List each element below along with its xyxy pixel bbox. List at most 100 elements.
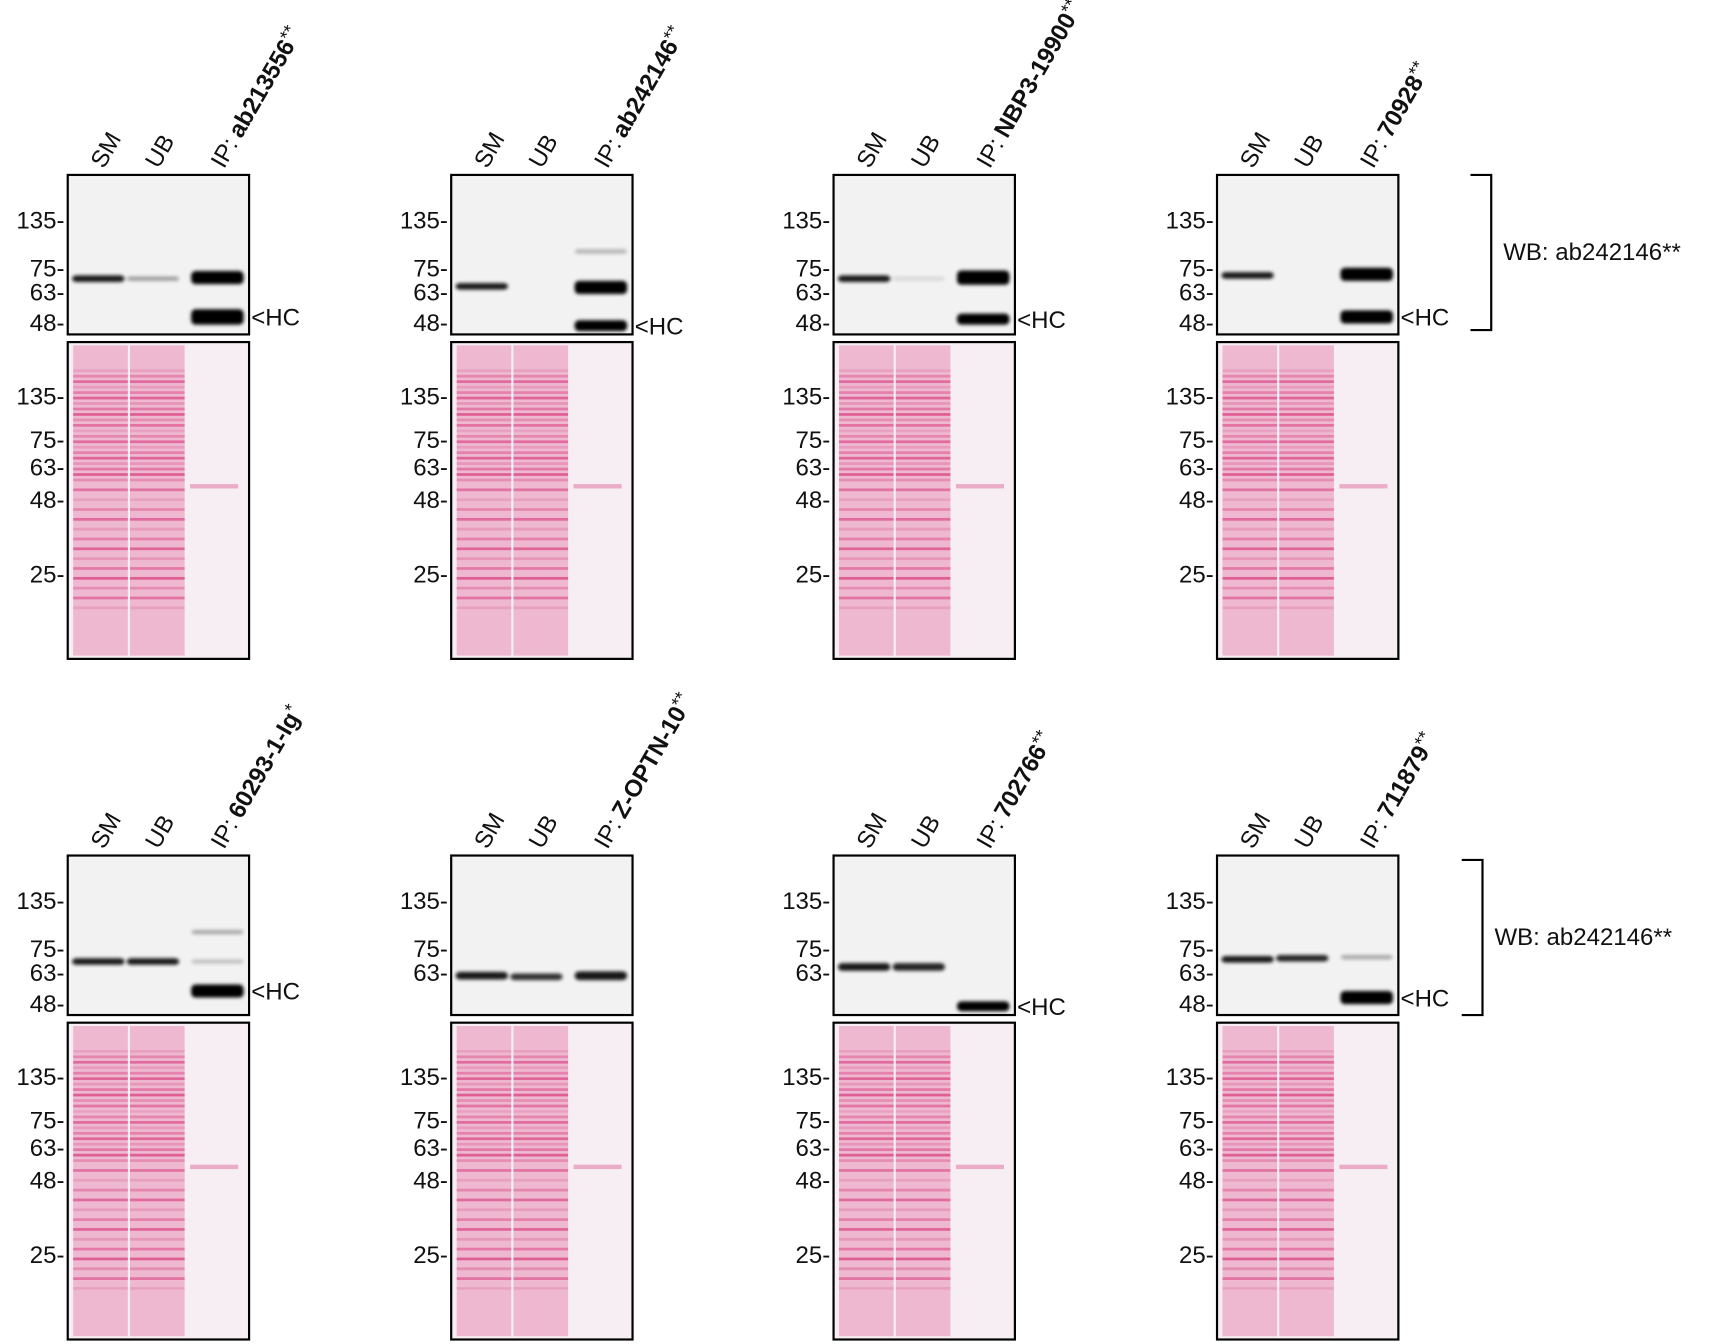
ponceau-band [513, 1077, 569, 1081]
ponceau-band [1279, 1137, 1334, 1141]
ponceau-band [1279, 1287, 1334, 1290]
ponceau-band [895, 374, 951, 378]
ponceau-band [1279, 1099, 1334, 1102]
ponceau-band [1222, 1277, 1278, 1280]
ponceau-band [839, 418, 894, 422]
ponceau-band [895, 385, 951, 389]
ponceau-band [456, 445, 512, 449]
ponceau-band [130, 407, 185, 411]
ponceau-band [839, 537, 894, 541]
ponceau-band [839, 508, 894, 511]
ponceau-band [456, 508, 512, 511]
ponceau-band [839, 1218, 894, 1221]
ponceau-band [1222, 462, 1278, 465]
ponceau-band [456, 440, 512, 444]
ponceau-band [513, 1267, 569, 1271]
ponceau-band [513, 407, 569, 411]
ip-antibody: 70928 [1372, 71, 1429, 142]
wb-marker: 63- [30, 960, 65, 987]
ponceau-ip-band [190, 484, 239, 489]
ponceau-band [456, 1142, 512, 1146]
ponceau-band [513, 1287, 569, 1290]
ponceau-band [895, 451, 951, 455]
ponceau-band [513, 527, 569, 531]
ponceau-marker: 25- [413, 1242, 448, 1269]
ponceau-band [895, 1066, 951, 1070]
ponceau-band [73, 488, 128, 492]
ponceau-band [73, 1247, 128, 1251]
ponceau-band [839, 1169, 894, 1172]
wb-marker: 75- [413, 256, 448, 283]
lane-label: SM [851, 808, 892, 853]
ponceau-band [895, 596, 951, 600]
ponceau-band [1279, 385, 1334, 389]
ponceau-band [456, 596, 512, 600]
ponceau-band [130, 1277, 185, 1280]
ponceau-band [456, 396, 512, 400]
ponceau-band [513, 1049, 569, 1053]
ponceau-band [1279, 606, 1334, 610]
ponceau-band [839, 498, 894, 502]
ponceau-band [1279, 429, 1334, 433]
ponceau-band [1222, 429, 1278, 433]
lane-label: UB [524, 130, 564, 172]
ponceau-band [895, 537, 951, 541]
ponceau-band [1222, 440, 1278, 444]
ponceau-band [513, 467, 569, 471]
ponceau-band [513, 1071, 569, 1075]
ponceau-band [1279, 413, 1334, 416]
ponceau-band [1222, 1060, 1278, 1064]
ponceau-band [1279, 1153, 1334, 1157]
ponceau-marker: 135- [782, 383, 830, 410]
ponceau-band [839, 557, 894, 561]
wb-band [1340, 310, 1393, 324]
ponceau-band [1279, 402, 1334, 405]
ponceau-band [1279, 1049, 1334, 1053]
ponceau-band [895, 1115, 951, 1119]
ponceau-band [130, 1247, 185, 1251]
ponceau-band [895, 424, 951, 427]
wb-band [1276, 954, 1329, 962]
ponceau-band [895, 478, 951, 482]
ponceau-band [1222, 1137, 1278, 1141]
ponceau-marker: 135- [782, 1064, 830, 1091]
ponceau-band [456, 391, 512, 394]
ponceau-band [1222, 1198, 1278, 1202]
ponceau-band [130, 596, 185, 600]
ponceau-band [73, 473, 128, 476]
ponceau-band [1222, 596, 1278, 600]
ponceau-band [456, 1287, 512, 1290]
ponceau-band [130, 606, 185, 610]
lane-label: SM [851, 128, 892, 173]
ponceau-band [513, 445, 569, 449]
ponceau-band [73, 576, 128, 580]
ponceau-band [513, 1257, 569, 1261]
ponceau-band [73, 1131, 128, 1135]
ponceau-band [895, 1178, 951, 1182]
blot-panel: SM UB IP:NBP3-19900**135-75-63-48- <HC135-7… [782, 0, 1082, 660]
ponceau-marker: 25- [30, 1242, 65, 1269]
ponceau-band [1222, 606, 1278, 610]
ponceau-band [130, 1188, 185, 1192]
ponceau-band [839, 424, 894, 427]
hc-label: <HC [251, 305, 300, 332]
ponceau-band [895, 1208, 951, 1212]
ponceau-band [456, 1082, 512, 1086]
lane-label: SM [1235, 808, 1276, 853]
ip-label: IP:ab213556** [204, 21, 308, 172]
wb-band [191, 984, 244, 998]
ponceau-band [1222, 1093, 1278, 1097]
ponceau-marker: 135- [16, 383, 64, 410]
ponceau-band [1279, 1188, 1334, 1192]
wb-marker: 63- [796, 280, 831, 307]
ponceau-band [73, 567, 128, 570]
ponceau-marker: 25- [30, 561, 65, 588]
wb-band [1340, 991, 1393, 1005]
ponceau-band [73, 385, 128, 389]
ponceau-band [513, 369, 569, 373]
ip-prefix: IP: [589, 134, 627, 173]
ponceau-band [513, 462, 569, 465]
ponceau-band [73, 1126, 128, 1130]
ponceau-band [73, 1093, 128, 1097]
ponceau-band [895, 488, 951, 492]
